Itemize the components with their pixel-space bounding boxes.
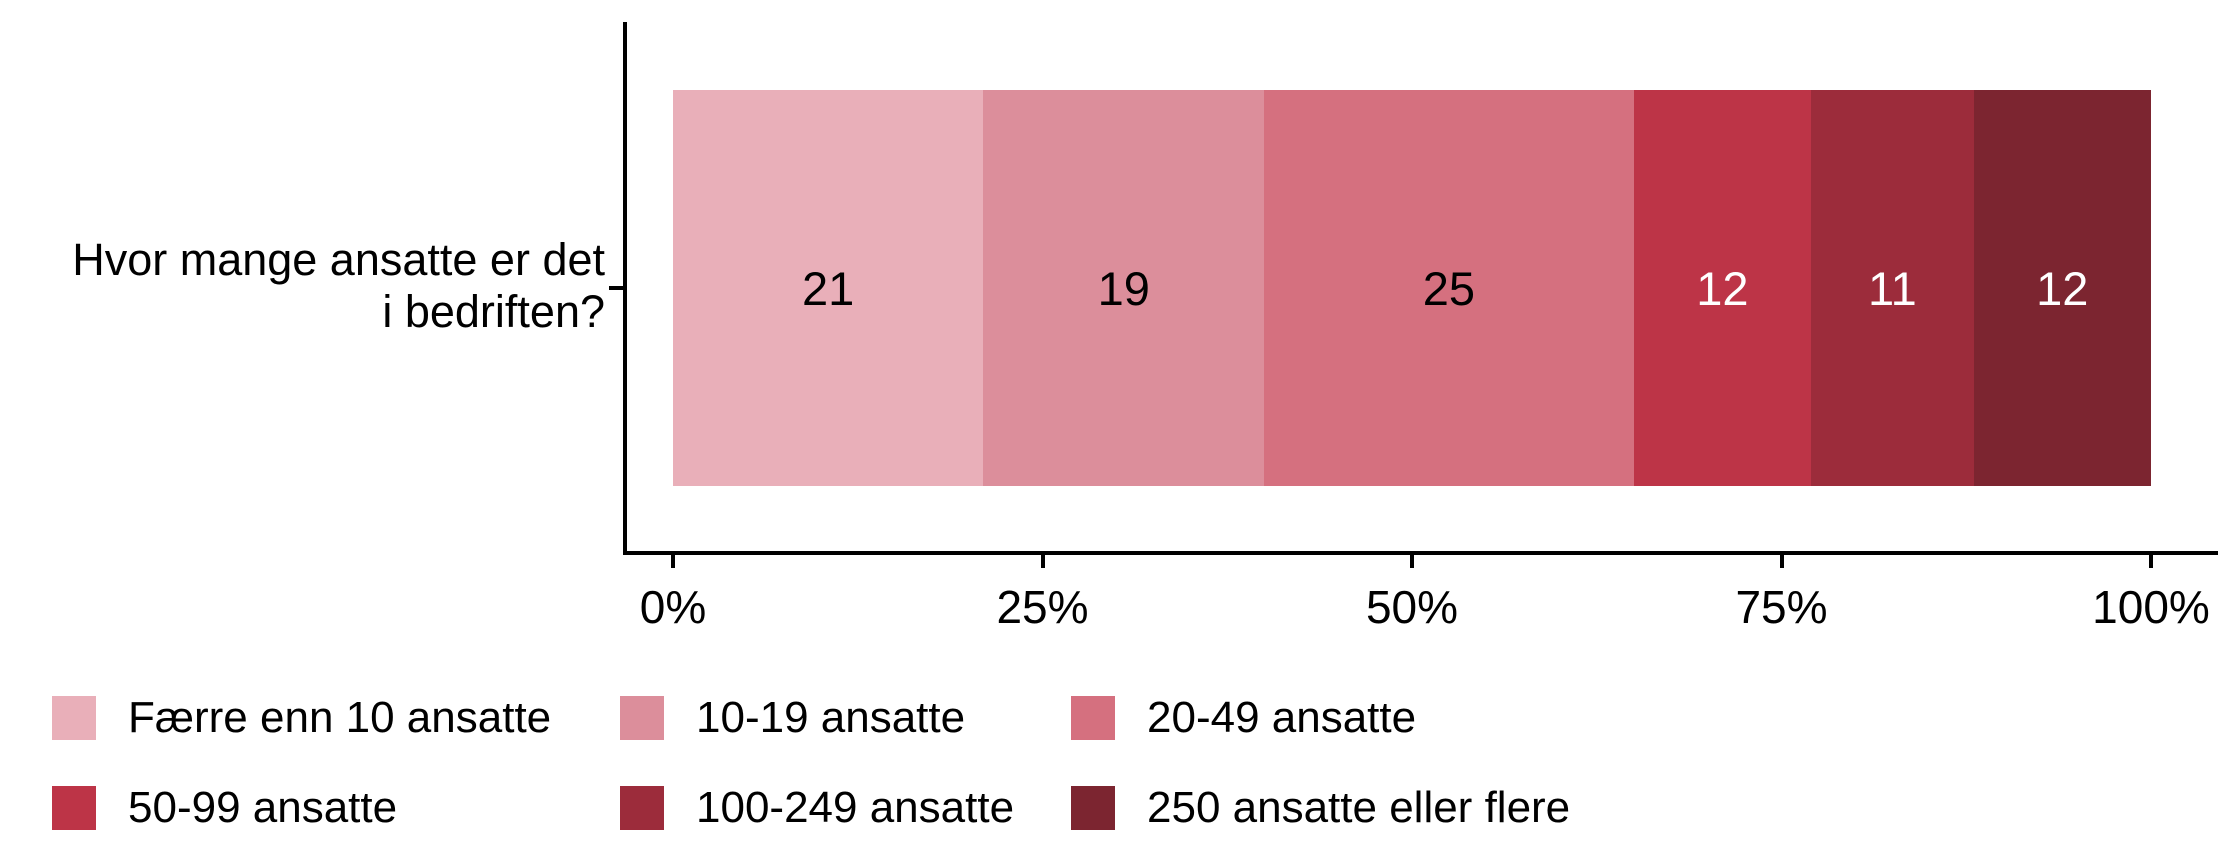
y-axis-line: [623, 22, 627, 555]
x-tick-label-0%: 0%: [639, 581, 707, 633]
legend-swatch-1: [52, 696, 96, 740]
legend-swatch-5: [620, 786, 664, 830]
y-axis-category-label-line2: i bedriften?: [382, 286, 605, 337]
legend-label-1: Færre enn 10 ansatte: [128, 693, 552, 742]
bar-segment-value-label-1: 21: [802, 261, 855, 315]
legend-swatch-3: [1071, 696, 1115, 740]
bar-segment-2: [983, 90, 1265, 486]
bar-segment-value-label-4: 12: [1696, 261, 1749, 315]
x-tick-label-75%: 75%: [1735, 581, 1828, 633]
x-tick-label-25%: 25%: [996, 581, 1089, 633]
bar-segment-value-label-2: 19: [1097, 261, 1150, 315]
legend-label-2: 10-19 ansatte: [696, 693, 966, 742]
legend-swatch-4: [52, 786, 96, 830]
x-tick-mark-100%: [2149, 555, 2153, 568]
x-tick-label-50%: 50%: [1365, 581, 1459, 633]
legend-label-6: 250 ansatte eller flere: [1147, 783, 1571, 832]
bar-segment-value-label-5: 11: [1867, 261, 1917, 315]
y-axis-tick: [609, 286, 623, 290]
bar-segment-3: [1264, 90, 1634, 486]
bar-segment-4: [1633, 90, 1812, 486]
x-axis-line: [623, 551, 2218, 555]
x-tick-mark-25%: [1040, 555, 1045, 568]
x-tick-mark-50%: [1410, 555, 1414, 568]
bar-segment-5: [1811, 90, 1974, 486]
x-tick-label-100%: 100%: [2092, 581, 2210, 633]
bar-segment-6: [1973, 90, 2151, 486]
legend-swatch-6: [1071, 786, 1115, 830]
y-axis-category-label: Hvor mange ansatte er det i bedriften?: [0, 234, 605, 338]
bar-segment-1: [673, 90, 984, 486]
bar-segment-value-label-6: 12: [2036, 261, 2089, 315]
legend-label-5: 100-249 ansatte: [696, 783, 1015, 832]
bar-segment-value-label-3: 25: [1422, 261, 1476, 315]
legend-label-4: 50-99 ansatte: [128, 783, 398, 832]
x-tick-mark-75%: [1779, 555, 1784, 568]
legend-swatch-2: [620, 696, 664, 740]
x-tick-mark-0%: [671, 555, 675, 568]
y-axis-category-label-line1: Hvor mange ansatte er det: [72, 234, 605, 285]
legend-label-3: 20-49 ansatte: [1147, 693, 1417, 742]
